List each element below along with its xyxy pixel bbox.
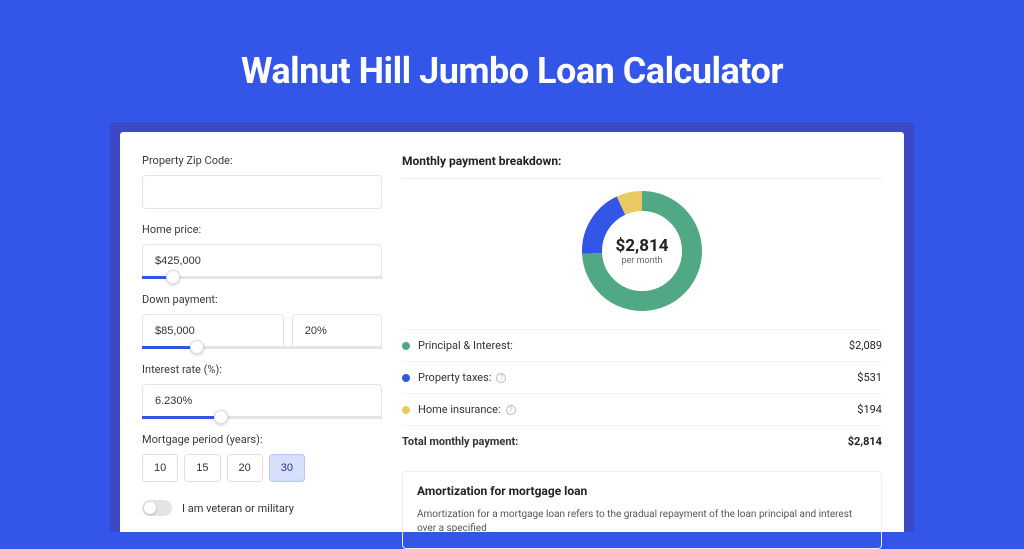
period-btn-10[interactable]: 10 — [142, 454, 178, 482]
donut-amount: $2,814 — [616, 236, 669, 256]
down-payment-slider[interactable] — [142, 346, 382, 349]
payment-donut: $2,814 per month — [582, 191, 702, 311]
down-payment-slider-thumb[interactable] — [190, 340, 204, 354]
row-principal-label-text: Principal & Interest: — [418, 339, 513, 352]
row-total: Total monthly payment: $2,814 — [402, 425, 882, 457]
row-taxes: Property taxes: ? $531 — [402, 361, 882, 393]
zip-input[interactable] — [142, 175, 382, 209]
down-payment-inputs — [142, 314, 382, 348]
form-panel: Property Zip Code: Home price: Down paym… — [142, 154, 382, 532]
veteran-toggle[interactable] — [142, 500, 172, 516]
amortization-box: Amortization for mortgage loan Amortizat… — [402, 471, 882, 549]
breakdown-heading: Monthly payment breakdown: — [402, 154, 882, 179]
zip-group: Property Zip Code: — [142, 154, 382, 209]
dot-insurance — [402, 406, 410, 414]
interest-label: Interest rate (%): — [142, 363, 382, 376]
row-insurance-value: $194 — [857, 403, 882, 416]
home-price-group: Home price: — [142, 223, 382, 279]
period-label: Mortgage period (years): — [142, 433, 382, 446]
dot-taxes — [402, 374, 410, 382]
row-total-value: $2,814 — [848, 435, 882, 448]
interest-input[interactable] — [142, 384, 382, 418]
breakdown-panel: Monthly payment breakdown: $2,814 per mo… — [402, 154, 882, 532]
amortization-text: Amortization for a mortgage loan refers … — [417, 508, 867, 536]
veteran-toggle-knob — [144, 502, 156, 514]
down-payment-pct-input[interactable] — [292, 314, 382, 348]
donut-center: $2,814 per month — [606, 215, 678, 287]
period-btn-30[interactable]: 30 — [269, 454, 305, 482]
row-insurance: Home insurance: ? $194 — [402, 393, 882, 425]
down-payment-group: Down payment: — [142, 293, 382, 349]
info-icon[interactable]: ? — [506, 405, 516, 415]
home-price-slider-thumb[interactable] — [166, 270, 180, 284]
row-taxes-value: $531 — [857, 371, 882, 384]
row-principal: Principal & Interest: $2,089 — [402, 329, 882, 361]
home-price-slider[interactable] — [142, 276, 382, 279]
period-buttons: 10 15 20 30 — [142, 454, 382, 482]
interest-slider-fill — [142, 416, 214, 419]
zip-label: Property Zip Code: — [142, 154, 382, 167]
row-taxes-label-text: Property taxes: — [418, 371, 491, 384]
donut-sub: per month — [621, 256, 662, 266]
card-shadow-wrap: Property Zip Code: Home price: Down paym… — [110, 122, 914, 532]
row-principal-label: Principal & Interest: — [418, 339, 849, 352]
page-title: Walnut Hill Jumbo Loan Calculator — [110, 50, 914, 92]
period-btn-15[interactable]: 15 — [184, 454, 220, 482]
home-price-slider-fill — [142, 276, 166, 279]
veteran-row: I am veteran or military — [142, 500, 382, 516]
row-principal-value: $2,089 — [849, 339, 882, 352]
row-total-label: Total monthly payment: — [402, 435, 848, 448]
calculator-card: Property Zip Code: Home price: Down paym… — [120, 132, 904, 532]
interest-slider[interactable] — [142, 416, 382, 419]
veteran-label: I am veteran or military — [182, 502, 294, 515]
dot-principal — [402, 342, 410, 350]
home-price-label: Home price: — [142, 223, 382, 236]
down-payment-slider-fill — [142, 346, 190, 349]
info-icon[interactable]: ? — [496, 373, 506, 383]
row-insurance-label-text: Home insurance: — [418, 403, 501, 416]
interest-slider-thumb[interactable] — [214, 410, 228, 424]
down-payment-amount-input[interactable] — [142, 314, 284, 348]
row-taxes-label: Property taxes: ? — [418, 371, 857, 384]
interest-group: Interest rate (%): — [142, 363, 382, 419]
donut-wrap: $2,814 per month — [402, 191, 882, 311]
period-btn-20[interactable]: 20 — [227, 454, 263, 482]
amortization-title: Amortization for mortgage loan — [417, 484, 867, 498]
period-group: Mortgage period (years): 10 15 20 30 — [142, 433, 382, 482]
row-insurance-label: Home insurance: ? — [418, 403, 857, 416]
page-banner: Walnut Hill Jumbo Loan Calculator Proper… — [0, 0, 1024, 532]
down-payment-label: Down payment: — [142, 293, 382, 306]
